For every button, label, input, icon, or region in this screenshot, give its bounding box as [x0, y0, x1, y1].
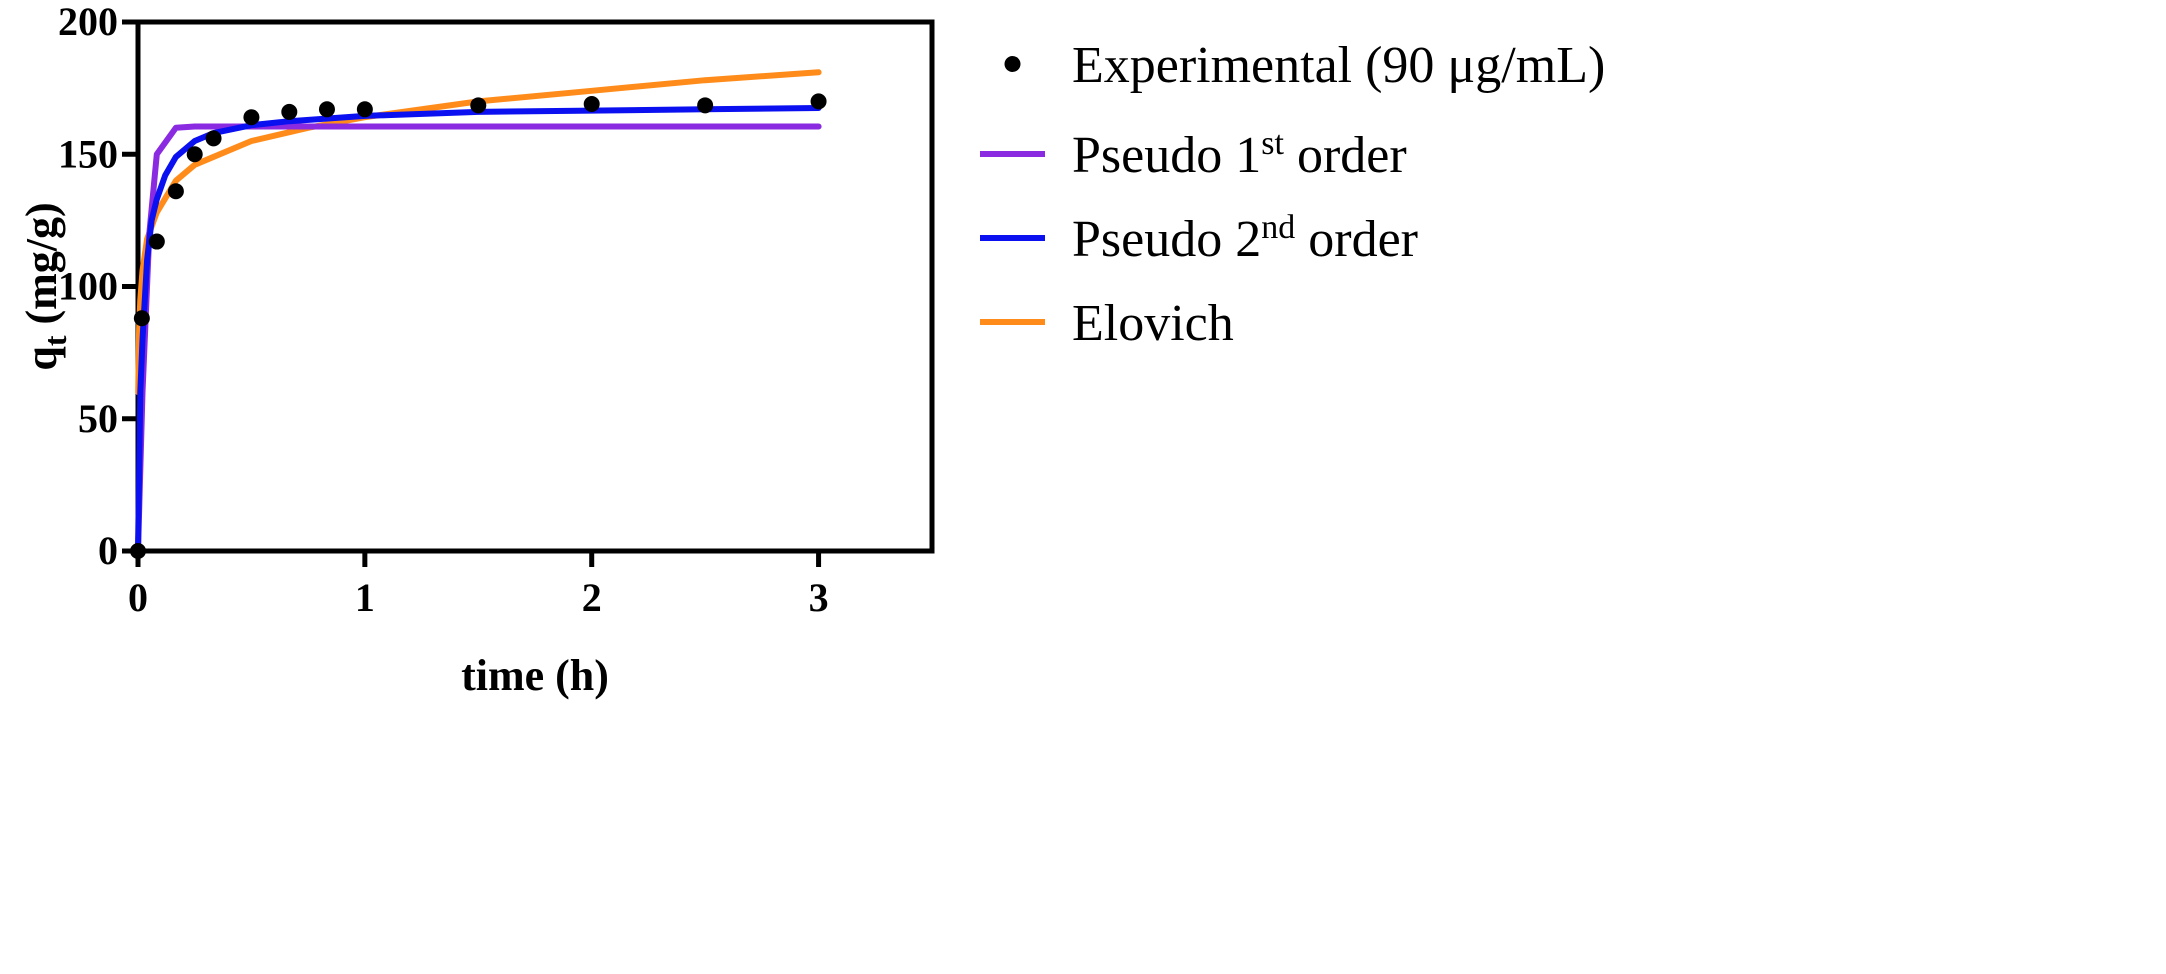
- y-tick-label: 100: [58, 264, 118, 309]
- y-axis-title-subscript: t: [37, 335, 73, 346]
- y-tick-label: 50: [78, 396, 118, 441]
- data-point: [133, 310, 150, 327]
- series-line-elovich: [135, 69, 822, 396]
- data-point: [583, 95, 600, 112]
- data-point: [697, 97, 714, 114]
- series-line-pseudo-1st-order: [135, 123, 822, 554]
- data-point: [356, 101, 373, 118]
- data-point: [318, 101, 335, 118]
- x-tick-label: 0: [128, 575, 148, 620]
- data-point: [148, 233, 165, 250]
- axis-labels: time (h) qt (mg/g): [17, 202, 609, 700]
- y-axis-title-main: q: [17, 346, 66, 371]
- legend: Experimental (90 μg/mL) Pseudo 1st order P…: [980, 37, 1605, 352]
- y-axis-title-unit: (mg/g): [17, 202, 66, 335]
- legend-label: Pseudo 2nd order: [1072, 209, 1418, 268]
- data-point: [810, 93, 827, 110]
- legend-marker: [1004, 56, 1021, 72]
- legend-label: Pseudo 1st order: [1072, 125, 1407, 184]
- axis-ticks: 0 50 100 150 200 0 1 2 3: [58, 0, 829, 620]
- data-point: [243, 109, 260, 126]
- data-point: [167, 183, 184, 200]
- data-point: [186, 146, 203, 163]
- y-tick-label: 150: [58, 131, 118, 176]
- x-tick-label: 2: [582, 575, 602, 620]
- data-point: [205, 130, 222, 147]
- legend-label: Experimental (90 μg/mL): [1072, 37, 1605, 94]
- y-axis-title: qt (mg/g): [17, 202, 73, 370]
- series-line-pseudo-2nd-order: [135, 105, 822, 554]
- x-axis-title: time (h): [461, 651, 609, 700]
- data-point: [470, 97, 487, 114]
- y-tick-label: 200: [58, 0, 118, 44]
- series-layer: [130, 69, 827, 559]
- legend-label: Elovich: [1072, 295, 1234, 352]
- data-point: [281, 103, 298, 120]
- x-tick-label: 3: [809, 575, 829, 620]
- data-point: [130, 543, 146, 559]
- y-tick-label: 0: [98, 528, 118, 573]
- x-tick-label: 1: [355, 575, 375, 620]
